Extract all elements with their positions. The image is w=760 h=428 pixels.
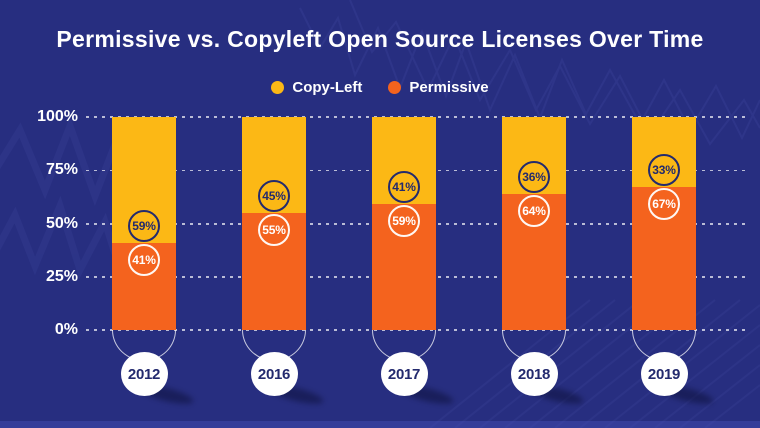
value-label-copyleft-2019: 33% — [648, 154, 680, 187]
chart-title: Permissive vs. Copyleft Open Source Lice… — [56, 26, 704, 52]
legend-label-copyleft: Copy-Left — [292, 79, 363, 96]
legend-item-permissive: Permissive — [388, 79, 489, 96]
legend-swatch-permissive-icon — [388, 81, 402, 94]
legend-swatch-copyleft-icon — [271, 81, 285, 94]
legend-label-permissive: Permissive — [409, 79, 489, 96]
value-label-copyleft-2016: 45% — [258, 179, 290, 212]
value-label-copyleft-2018: 36% — [518, 160, 550, 193]
value-label-permissive-2012: 41% — [128, 243, 160, 276]
year-circle-2018: 2018 — [510, 352, 558, 396]
legend: Copy-Left Permissive — [0, 79, 760, 96]
year-circle-2019: 2019 — [640, 352, 688, 396]
value-label-copyleft-2017: 41% — [388, 171, 420, 204]
year-circle-2012: 2012 — [120, 352, 168, 396]
value-label-permissive-2019: 67% — [648, 188, 680, 221]
y-axis-label-75%: 75% — [45, 161, 78, 179]
y-axis-label-50%: 50% — [45, 214, 78, 232]
y-axis-label-25%: 25% — [45, 267, 78, 285]
value-label-copyleft-2012: 59% — [128, 209, 160, 242]
year-circle-2017: 2017 — [380, 352, 428, 396]
value-label-permissive-2017: 59% — [388, 205, 420, 238]
y-axis-label-0%: 0% — [54, 321, 78, 338]
value-label-permissive-2016: 55% — [258, 213, 290, 246]
legend-item-copyleft: Copy-Left — [271, 79, 362, 96]
year-circle-2016: 2016 — [250, 352, 298, 396]
y-axis-label-100%: 100% — [37, 108, 78, 125]
value-label-permissive-2018: 64% — [518, 194, 550, 227]
